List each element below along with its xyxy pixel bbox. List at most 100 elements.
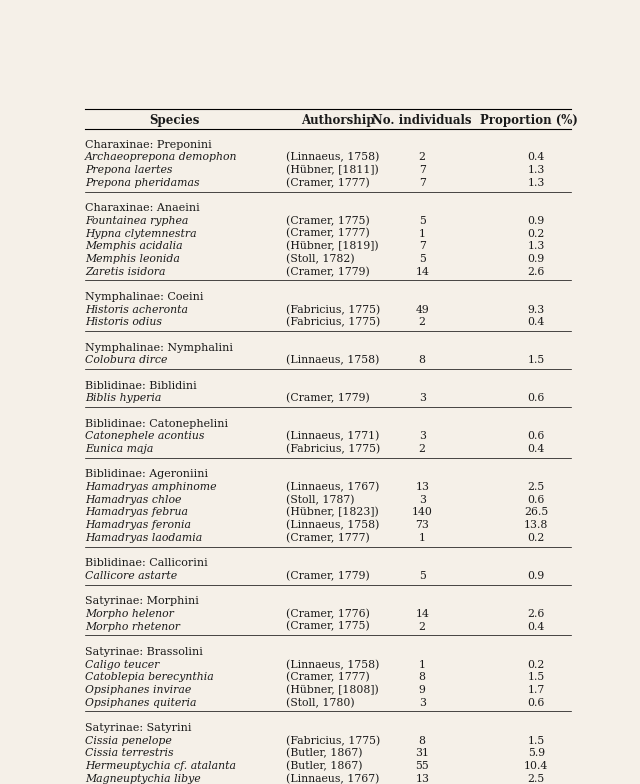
Text: Archaeoprepona demophon: Archaeoprepona demophon	[85, 152, 237, 162]
Text: Hamadryas chloe: Hamadryas chloe	[85, 495, 181, 505]
Text: 7: 7	[419, 241, 426, 251]
Text: Historis odius: Historis odius	[85, 318, 162, 327]
Text: 1: 1	[419, 228, 426, 238]
Text: 55: 55	[415, 761, 429, 771]
Text: Caligo teucer: Caligo teucer	[85, 659, 159, 670]
Text: Satyrinae: Satyrini: Satyrinae: Satyrini	[85, 723, 191, 733]
Text: 0.2: 0.2	[527, 533, 545, 543]
Text: 9: 9	[419, 685, 426, 695]
Text: Authorship: Authorship	[301, 114, 375, 126]
Text: 0.9: 0.9	[528, 216, 545, 226]
Text: (Hübner, [1808]): (Hübner, [1808])	[286, 684, 379, 695]
Text: Callicore astarte: Callicore astarte	[85, 571, 177, 581]
Text: (Cramer, 1775): (Cramer, 1775)	[286, 216, 369, 226]
Text: Hypna clytemnestra: Hypna clytemnestra	[85, 228, 196, 238]
Text: 2.5: 2.5	[528, 482, 545, 492]
Text: 2: 2	[419, 152, 426, 162]
Text: 73: 73	[415, 520, 429, 530]
Text: Biblidinae: Callicorini: Biblidinae: Callicorini	[85, 558, 208, 568]
Text: Catoblepia berecynthia: Catoblepia berecynthia	[85, 672, 214, 682]
Text: 13.8: 13.8	[524, 520, 548, 530]
Text: (Linnaeus, 1758): (Linnaeus, 1758)	[286, 355, 380, 365]
Text: 2: 2	[419, 318, 426, 327]
Text: 5: 5	[419, 571, 426, 581]
Text: Morpho helenor: Morpho helenor	[85, 609, 174, 619]
Text: Biblis hyperia: Biblis hyperia	[85, 394, 161, 403]
Text: 0.9: 0.9	[528, 254, 545, 264]
Text: (Cramer, 1776): (Cramer, 1776)	[286, 608, 370, 619]
Text: (Linnaeus, 1758): (Linnaeus, 1758)	[286, 152, 380, 162]
Text: 14: 14	[415, 609, 429, 619]
Text: (Fabricius, 1775): (Fabricius, 1775)	[286, 304, 380, 314]
Text: 0.6: 0.6	[527, 495, 545, 505]
Text: 1: 1	[419, 533, 426, 543]
Text: 2: 2	[419, 622, 426, 632]
Text: 1.5: 1.5	[528, 355, 545, 365]
Text: 3: 3	[419, 495, 426, 505]
Text: (Cramer, 1777): (Cramer, 1777)	[286, 228, 369, 238]
Text: 0.2: 0.2	[527, 659, 545, 670]
Text: Charaxinae: Preponini: Charaxinae: Preponini	[85, 140, 212, 150]
Text: 1.3: 1.3	[527, 178, 545, 188]
Text: 1: 1	[419, 659, 426, 670]
Text: (Hübner, [1823]): (Hübner, [1823])	[286, 507, 379, 517]
Text: (Cramer, 1777): (Cramer, 1777)	[286, 532, 369, 543]
Text: 0.4: 0.4	[528, 444, 545, 454]
Text: (Hübner, [1811]): (Hübner, [1811])	[286, 165, 379, 176]
Text: 5.9: 5.9	[528, 748, 545, 758]
Text: 0.2: 0.2	[527, 228, 545, 238]
Text: Hamadryas laodamia: Hamadryas laodamia	[85, 533, 202, 543]
Text: (Cramer, 1777): (Cramer, 1777)	[286, 672, 369, 682]
Text: Magneuptychia libye: Magneuptychia libye	[85, 774, 200, 784]
Text: (Stoll, 1780): (Stoll, 1780)	[286, 698, 355, 708]
Text: 3: 3	[419, 394, 426, 403]
Text: Biblidinae: Ageroniini: Biblidinae: Ageroniini	[85, 470, 208, 479]
Text: 26.5: 26.5	[524, 507, 548, 517]
Text: Historis acheronta: Historis acheronta	[85, 305, 188, 314]
Text: Morpho rhetenor: Morpho rhetenor	[85, 622, 180, 632]
Text: Memphis leonida: Memphis leonida	[85, 254, 180, 264]
Text: Prepona laertes: Prepona laertes	[85, 165, 172, 175]
Text: 0.6: 0.6	[527, 394, 545, 403]
Text: 8: 8	[419, 735, 426, 746]
Text: Hamadryas februa: Hamadryas februa	[85, 507, 188, 517]
Text: (Stoll, 1782): (Stoll, 1782)	[286, 254, 355, 264]
Text: 8: 8	[419, 355, 426, 365]
Text: (Cramer, 1777): (Cramer, 1777)	[286, 178, 369, 188]
Text: 1.7: 1.7	[528, 685, 545, 695]
Text: 0.4: 0.4	[528, 152, 545, 162]
Text: Nymphalinae: Coeini: Nymphalinae: Coeini	[85, 292, 204, 302]
Text: (Fabricius, 1775): (Fabricius, 1775)	[286, 735, 380, 746]
Text: (Cramer, 1779): (Cramer, 1779)	[286, 393, 369, 404]
Text: Hamadryas amphinome: Hamadryas amphinome	[85, 482, 216, 492]
Text: 14: 14	[415, 267, 429, 277]
Text: Catonephele acontius: Catonephele acontius	[85, 431, 204, 441]
Text: (Linnaeus, 1767): (Linnaeus, 1767)	[286, 482, 380, 492]
Text: Proportion (%): Proportion (%)	[480, 114, 578, 126]
Text: 5: 5	[419, 254, 426, 264]
Text: Biblidinae: Biblidini: Biblidinae: Biblidini	[85, 381, 196, 390]
Text: (Butler, 1867): (Butler, 1867)	[286, 760, 362, 771]
Text: Satyrinae: Brassolini: Satyrinae: Brassolini	[85, 647, 203, 657]
Text: 9.3: 9.3	[528, 305, 545, 314]
Text: Fountainea ryphea: Fountainea ryphea	[85, 216, 188, 226]
Text: (Stoll, 1787): (Stoll, 1787)	[286, 495, 355, 505]
Text: Nymphalinae: Nymphalini: Nymphalinae: Nymphalini	[85, 343, 233, 353]
Text: Zaretis isidora: Zaretis isidora	[85, 267, 166, 277]
Text: (Fabricius, 1775): (Fabricius, 1775)	[286, 317, 380, 328]
Text: 7: 7	[419, 178, 426, 188]
Text: 2.6: 2.6	[527, 609, 545, 619]
Text: 49: 49	[415, 305, 429, 314]
Text: 2.6: 2.6	[527, 267, 545, 277]
Text: Eunica maja: Eunica maja	[85, 444, 154, 454]
Text: (Cramer, 1779): (Cramer, 1779)	[286, 267, 369, 277]
Text: 10.4: 10.4	[524, 761, 548, 771]
Text: 0.4: 0.4	[528, 318, 545, 327]
Text: 13: 13	[415, 774, 429, 784]
Text: 1.5: 1.5	[528, 672, 545, 682]
Text: (Butler, 1867): (Butler, 1867)	[286, 748, 362, 758]
Text: (Linnaeus, 1767): (Linnaeus, 1767)	[286, 774, 380, 784]
Text: Colobura dirce: Colobura dirce	[85, 355, 167, 365]
Text: (Fabricius, 1775): (Fabricius, 1775)	[286, 444, 380, 454]
Text: Opsiphanes invirae: Opsiphanes invirae	[85, 685, 191, 695]
